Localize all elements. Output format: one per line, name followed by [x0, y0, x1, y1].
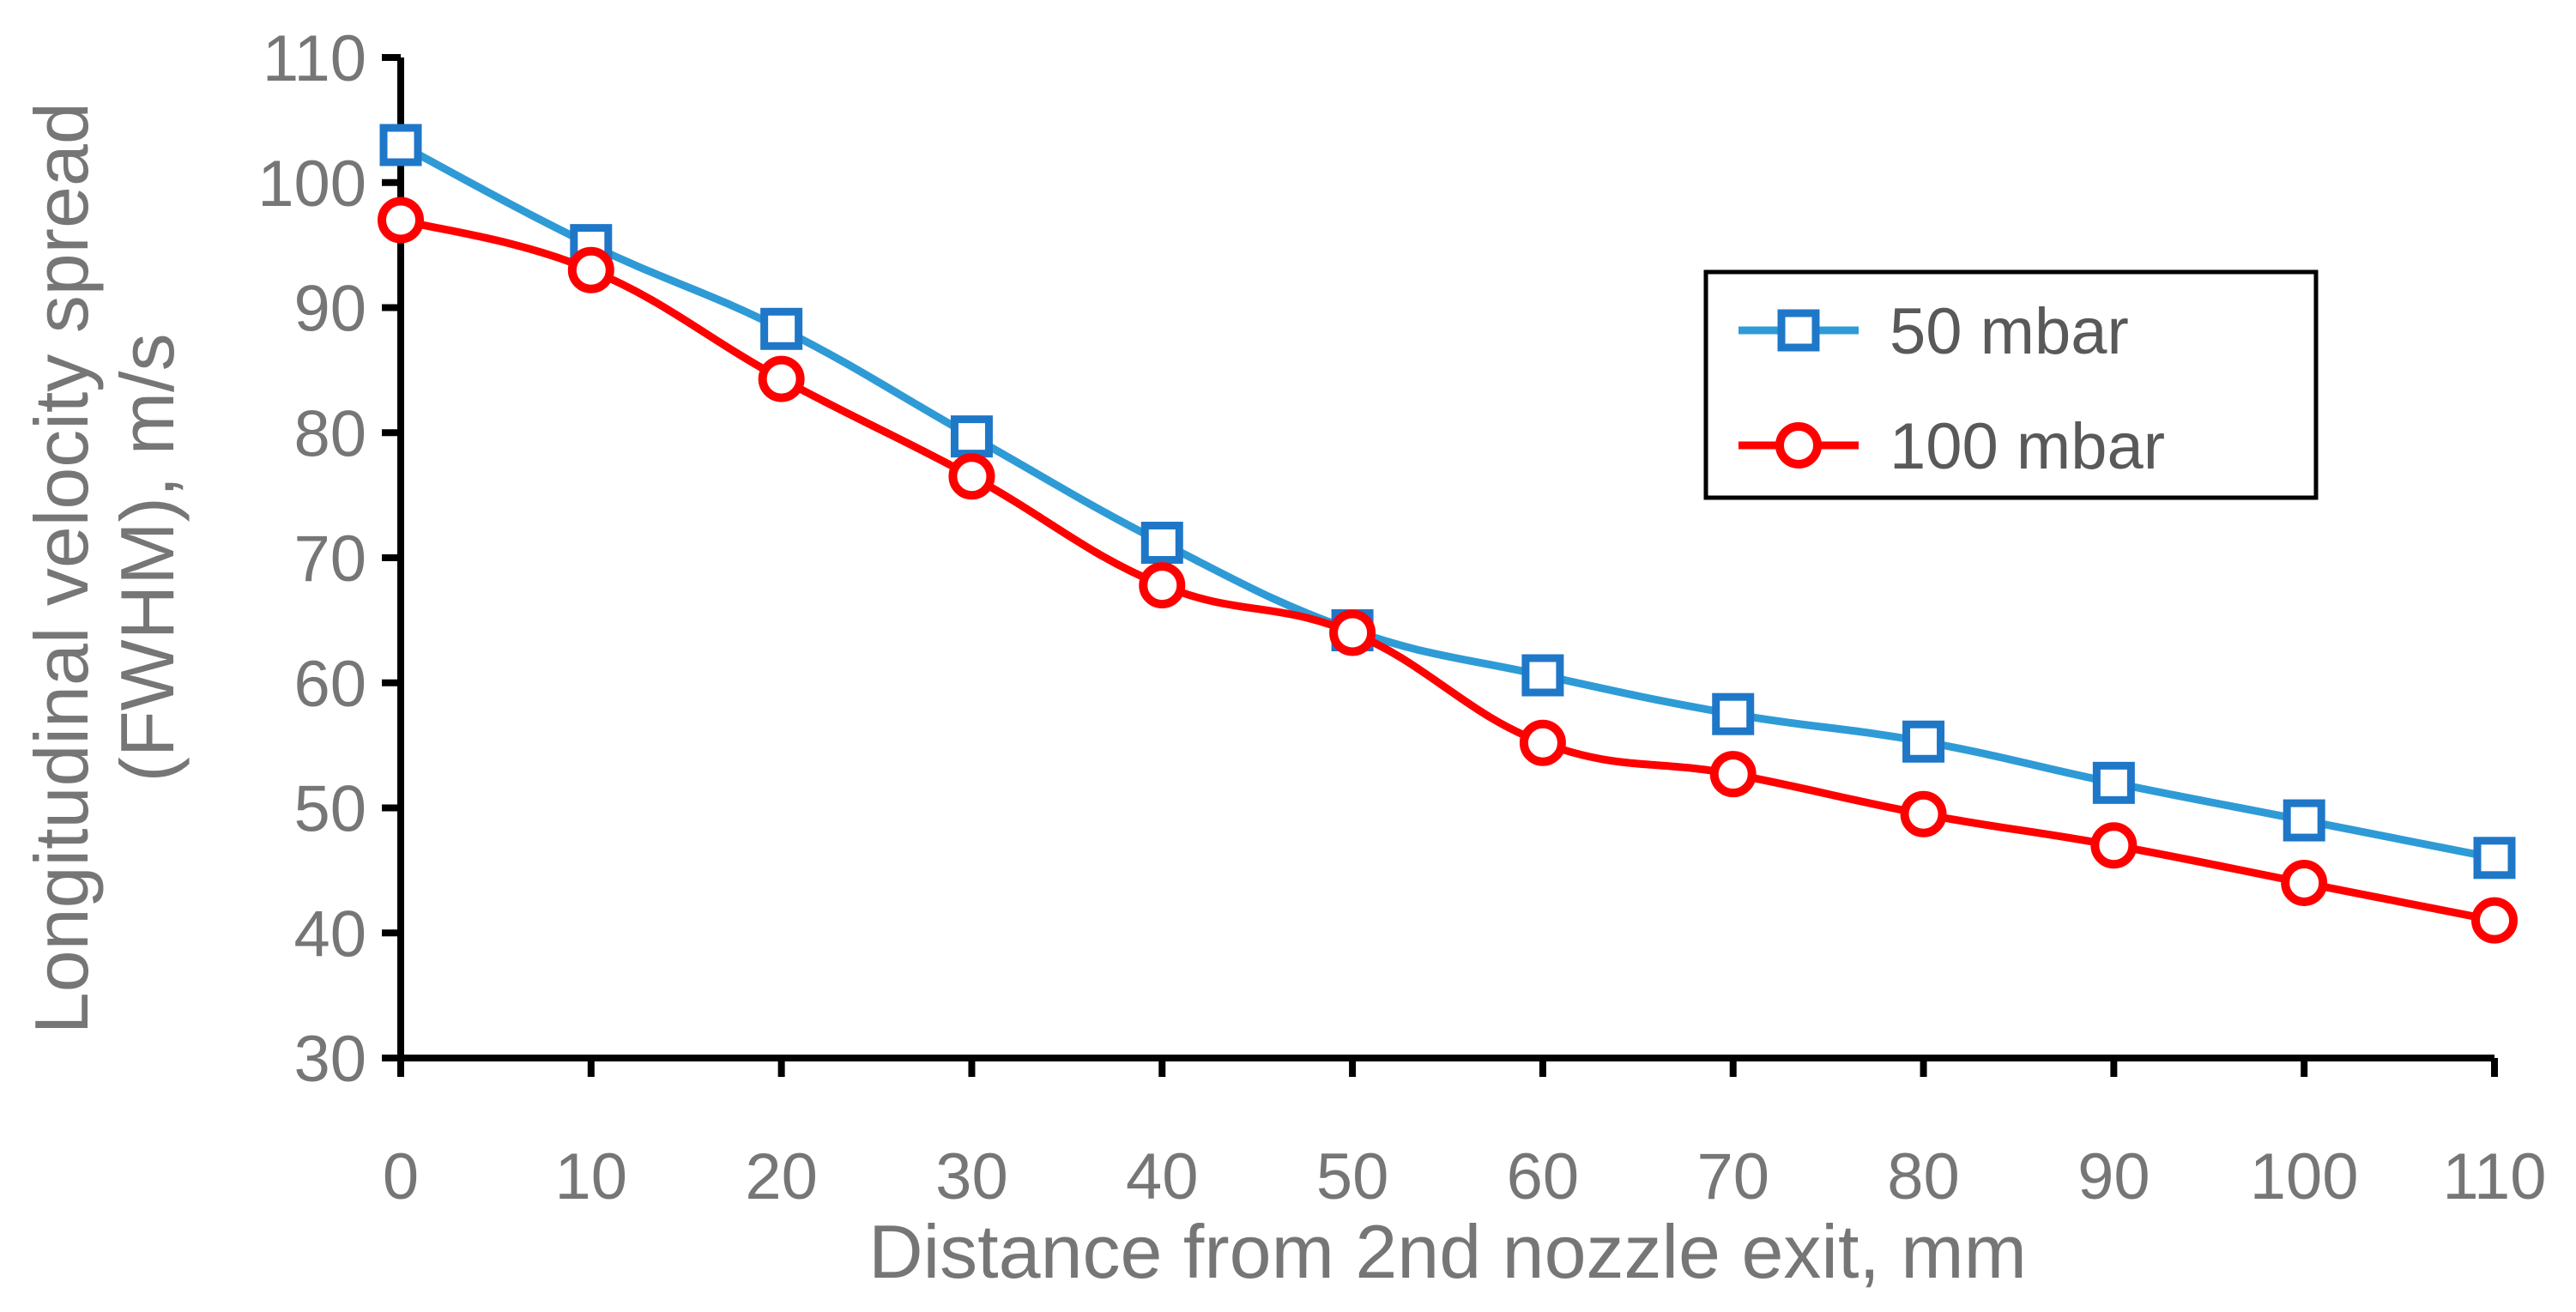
y-tick-label: 90 [293, 273, 366, 346]
legend-marker [1775, 422, 1822, 469]
axes [382, 54, 2498, 1077]
data-point [1712, 692, 1755, 735]
data-point [1139, 562, 1186, 609]
y-tick-label: 100 [257, 148, 366, 221]
data-point [2283, 799, 2325, 842]
x-tick-label: 50 [1316, 1140, 1389, 1213]
data-point [760, 307, 803, 350]
x-tick-label: 100 [2250, 1140, 2359, 1213]
series-group [378, 124, 2518, 944]
series-line [398, 142, 2495, 862]
data-point [1519, 719, 1566, 766]
tick-labels: 30 40 50 60 70 80 90 100 110 0 10 20 30 40 50 60 70 80 90 1… [257, 22, 2546, 1213]
data-point [2471, 897, 2518, 944]
y-tick-label: 30 [293, 1023, 366, 1096]
y-tick-label: 60 [293, 648, 366, 721]
series-1 [379, 124, 2516, 880]
legend-item: 100 mbar [1738, 410, 2165, 483]
y-axis-title-line-2: (FWHM), m/s [105, 334, 190, 783]
data-point [2092, 761, 2135, 804]
legend-marker [1777, 309, 1820, 352]
data-point [379, 124, 422, 166]
x-tick-label: 20 [745, 1140, 818, 1213]
x-tick-label: 40 [1126, 1140, 1199, 1213]
x-tick-label: 30 [935, 1140, 1008, 1213]
legend-label: 50 mbar [1890, 295, 2129, 368]
data-point [1709, 751, 1757, 798]
x-tick-label: 60 [1507, 1140, 1580, 1213]
data-point [1521, 654, 1564, 697]
x-tick-label: 0 [383, 1140, 419, 1213]
x-tick-label: 90 [2077, 1140, 2150, 1213]
y-tick-label: 80 [293, 397, 366, 470]
data-point [758, 355, 805, 402]
series-2 [378, 196, 2518, 944]
y-tick-label: 40 [293, 898, 366, 970]
data-point [2090, 822, 2138, 869]
y-axis-title: Longitudinal velocity spread (FWHM), m/s [19, 82, 190, 1035]
legend: 50 mbar 100 mbar [1703, 269, 2319, 500]
data-point [1329, 609, 1376, 656]
legend-item: 50 mbar [1738, 295, 2129, 368]
data-point [948, 453, 995, 500]
y-tick-label: 50 [293, 773, 366, 846]
data-point [378, 196, 424, 244]
data-point [1902, 720, 1945, 763]
x-tick-label: 70 [1696, 1140, 1769, 1213]
data-point [2281, 859, 2328, 906]
legend-label: 100 mbar [1890, 410, 2165, 483]
data-point [2473, 837, 2516, 880]
y-axis-title-line-1: Longitudinal velocity spread [19, 102, 104, 1034]
y-tick-label: 70 [293, 523, 366, 596]
data-point [1900, 790, 1947, 837]
x-tick-label: 110 [2442, 1140, 2546, 1213]
data-point [950, 415, 993, 458]
data-point [567, 246, 614, 293]
x-axis-title: Distance from 2nd nozzle exit, mm [868, 1209, 2027, 1294]
data-point [1140, 522, 1183, 565]
y-tick-label: 110 [263, 22, 366, 95]
x-tick-label: 80 [1887, 1140, 1960, 1213]
x-tick-label: 10 [555, 1140, 628, 1213]
